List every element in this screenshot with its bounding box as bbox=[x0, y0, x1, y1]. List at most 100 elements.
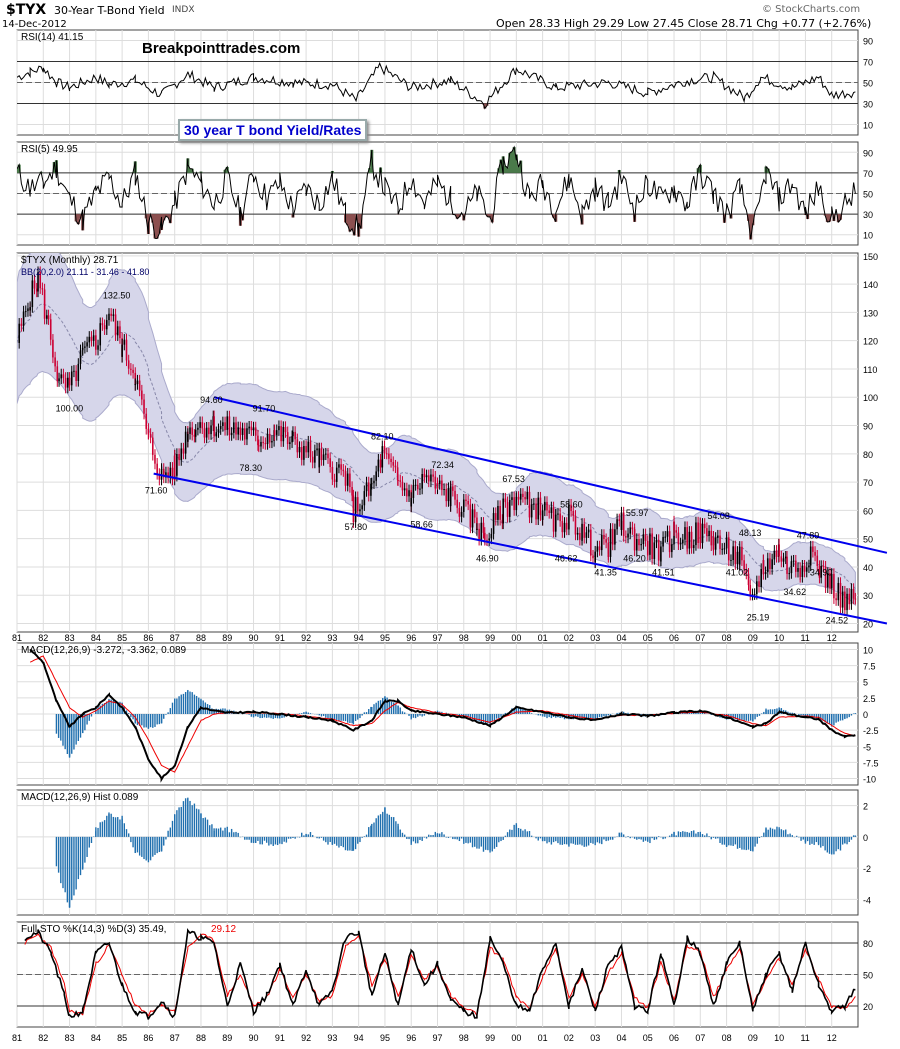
candle-body bbox=[171, 467, 174, 480]
candle-body bbox=[559, 513, 561, 522]
candle-body bbox=[533, 503, 535, 505]
candle-body bbox=[445, 489, 448, 502]
candle-body bbox=[699, 523, 702, 544]
candle-body bbox=[530, 504, 533, 518]
candle-body bbox=[173, 455, 176, 476]
candle-body bbox=[717, 535, 719, 538]
candle-body bbox=[143, 399, 145, 414]
candle-body bbox=[199, 422, 201, 428]
candle-body bbox=[167, 472, 169, 478]
candle-body bbox=[517, 496, 520, 500]
price-label: 54.08 bbox=[707, 511, 730, 521]
price-label: 34.90 bbox=[810, 567, 833, 577]
chart-date: 14-Dec-2012 bbox=[2, 19, 67, 30]
candle-body bbox=[86, 342, 88, 347]
candle-body bbox=[719, 535, 721, 550]
candle-body bbox=[653, 542, 656, 560]
candle-body bbox=[375, 471, 377, 481]
candle-body bbox=[808, 565, 810, 568]
candle-body bbox=[250, 426, 253, 431]
candle-body bbox=[377, 459, 380, 472]
candle-body bbox=[99, 323, 102, 346]
candle-body bbox=[738, 546, 741, 565]
candle-body bbox=[458, 507, 461, 517]
y-tick-label: 100 bbox=[863, 393, 878, 403]
candle-body bbox=[638, 539, 640, 546]
candle-body bbox=[590, 529, 592, 556]
candle-body bbox=[734, 546, 737, 565]
channel-trendline bbox=[153, 472, 888, 625]
candle-body bbox=[508, 499, 511, 517]
candle-body bbox=[679, 543, 682, 545]
x-axis-year-label: 99 bbox=[485, 633, 495, 643]
y-tick-label: -2.5 bbox=[863, 726, 879, 736]
candle-body bbox=[607, 554, 610, 557]
candle-body bbox=[522, 493, 524, 497]
x-axis-year-label: 09 bbox=[748, 1033, 758, 1043]
candle-body bbox=[515, 496, 518, 499]
macd-line bbox=[29, 648, 856, 783]
candle-body bbox=[49, 319, 52, 340]
candle-body bbox=[697, 522, 699, 543]
rsi-legend: RSI(14) 41.15 bbox=[21, 32, 84, 43]
candle-body bbox=[436, 483, 439, 485]
candle-body bbox=[43, 289, 46, 319]
candle-body bbox=[488, 538, 490, 541]
rsi-legend: RSI(5) 49.95 bbox=[21, 144, 78, 155]
candle-body bbox=[408, 490, 410, 497]
y-tick-label: -4 bbox=[863, 895, 871, 905]
price-label: 100.00 bbox=[56, 403, 84, 413]
y-tick-label: 80 bbox=[863, 450, 873, 460]
x-axis-year-label: 96 bbox=[406, 633, 416, 643]
candle-body bbox=[81, 347, 84, 350]
candle-body bbox=[473, 509, 476, 518]
candle-body bbox=[677, 532, 680, 545]
y-tick-label: 7.5 bbox=[863, 662, 876, 672]
candle-body bbox=[239, 433, 242, 435]
candle-body bbox=[351, 486, 353, 496]
candle-body bbox=[224, 422, 226, 430]
candle-body bbox=[684, 527, 686, 540]
y-tick-label: 20 bbox=[863, 1002, 873, 1012]
candle-body bbox=[622, 512, 625, 537]
candle-body bbox=[412, 485, 415, 498]
candle-body bbox=[469, 504, 472, 528]
candle-body bbox=[359, 509, 361, 512]
candle-body bbox=[344, 473, 347, 486]
candle-body bbox=[266, 433, 269, 445]
x-axis-year-label: 83 bbox=[65, 633, 75, 643]
x-axis-year-label: 05 bbox=[643, 633, 653, 643]
candle-body bbox=[88, 336, 91, 343]
candle-body bbox=[248, 426, 250, 429]
candle-body bbox=[833, 573, 835, 599]
candle-body bbox=[741, 546, 743, 561]
x-axis-year-label: 09 bbox=[748, 633, 758, 643]
candle-body bbox=[462, 499, 465, 512]
candle-body bbox=[416, 484, 419, 490]
candle-body bbox=[550, 507, 553, 514]
candle-body bbox=[33, 280, 36, 289]
candle-body bbox=[723, 548, 726, 550]
x-axis-year-label: 01 bbox=[538, 1033, 548, 1043]
candle-body bbox=[169, 467, 172, 478]
candle-body bbox=[758, 581, 760, 587]
candle-body bbox=[22, 311, 25, 326]
candle-body bbox=[792, 560, 795, 562]
candle-body bbox=[583, 523, 586, 538]
candle-body bbox=[561, 521, 564, 533]
candle-body bbox=[205, 427, 208, 438]
candle-body bbox=[430, 474, 432, 482]
candle-body bbox=[419, 488, 421, 490]
candle-body bbox=[541, 510, 544, 520]
x-axis-year-label: 07 bbox=[695, 633, 705, 643]
candle-body bbox=[673, 521, 675, 531]
x-axis-year-label: 89 bbox=[222, 1033, 232, 1043]
price-label: 132.50 bbox=[103, 290, 131, 300]
candle-body bbox=[732, 546, 734, 561]
candle-body bbox=[112, 314, 115, 316]
candle-body bbox=[644, 534, 647, 541]
candle-body bbox=[438, 480, 441, 484]
x-axis-year-label: 10 bbox=[774, 633, 784, 643]
x-axis-year-label: 85 bbox=[117, 633, 127, 643]
candle-body bbox=[535, 503, 537, 520]
